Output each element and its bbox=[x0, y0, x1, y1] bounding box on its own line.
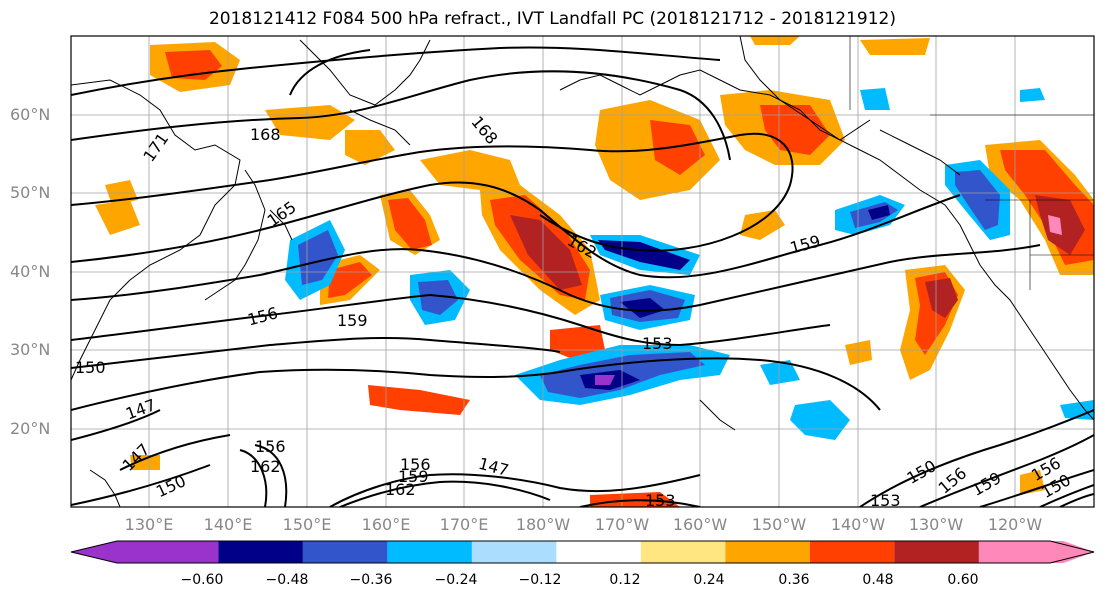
lon-label-130w: 130°W bbox=[908, 515, 964, 534]
contour-label: 156 bbox=[400, 455, 431, 474]
colorbar-tick-label: −0.12 bbox=[518, 572, 562, 588]
colorbar-tick-label: 0.24 bbox=[693, 572, 725, 588]
lon-label-140e: 140°E bbox=[203, 515, 253, 534]
contour-label: 153 bbox=[645, 491, 676, 510]
lon-label-170e: 170°E bbox=[439, 515, 489, 534]
lon-label-160e: 160°E bbox=[361, 515, 411, 534]
lon-label-140w: 140°W bbox=[830, 515, 886, 534]
colorbar-segment bbox=[894, 541, 979, 563]
lon-label-170w: 170°W bbox=[594, 515, 650, 534]
contour-label: 159 bbox=[337, 311, 368, 330]
colorbar-tick-label: 0.48 bbox=[862, 572, 894, 588]
contour-label: 162 bbox=[385, 480, 416, 499]
colorbar-segment bbox=[387, 541, 472, 563]
colorbar-tick-label: 0.36 bbox=[778, 572, 810, 588]
colorbar-tick-label: −0.24 bbox=[434, 572, 478, 588]
colorbar-segment bbox=[978, 541, 1094, 563]
contour-label: 159 bbox=[398, 467, 429, 486]
colorbar-segment bbox=[302, 541, 388, 563]
colorbar-tick-label: −0.36 bbox=[349, 572, 393, 588]
contour-label: 168 bbox=[250, 125, 281, 144]
lon-label-130e: 130°E bbox=[124, 515, 174, 534]
contour-label: 162 bbox=[250, 457, 281, 476]
coastlines bbox=[71, 36, 1094, 507]
lat-label-40n: 40°N bbox=[10, 262, 51, 281]
graticule bbox=[71, 36, 1094, 507]
map-title: 2018121412 F084 500 hPa refract., IVT La… bbox=[208, 9, 896, 29]
lat-label-20n: 20°N bbox=[10, 419, 51, 438]
lon-label-150w: 150°W bbox=[751, 515, 807, 534]
contour-label: 153 bbox=[870, 491, 901, 510]
colorbar-segment bbox=[218, 541, 303, 563]
colorbar-segment bbox=[471, 541, 557, 563]
map-frame bbox=[70, 35, 1095, 508]
colorbar-tick-label: −0.48 bbox=[265, 572, 309, 588]
colorbar-tick-label: −0.60 bbox=[180, 572, 224, 588]
colorbar-segment bbox=[725, 541, 810, 563]
colorbar-outline bbox=[70, 540, 1095, 564]
lon-label-120w: 120°W bbox=[987, 515, 1043, 534]
map-field bbox=[71, 36, 1094, 507]
contour-label: 153 bbox=[642, 334, 673, 353]
colorbar bbox=[70, 540, 1095, 564]
positive-anomaly-areas bbox=[95, 36, 1094, 507]
colorbar-tick-label: 0.60 bbox=[947, 572, 979, 588]
lon-label-160w: 160°W bbox=[672, 515, 728, 534]
height-contours bbox=[71, 46, 1094, 507]
lat-label-30n: 30°N bbox=[10, 340, 51, 359]
contour-label: 156 bbox=[255, 437, 286, 456]
political-boundaries bbox=[849, 36, 1094, 290]
lat-label-60n: 60°N bbox=[10, 105, 51, 124]
lat-label-50n: 50°N bbox=[10, 183, 51, 202]
contour-label: 150 bbox=[75, 358, 106, 377]
colorbar-segment bbox=[556, 541, 641, 563]
lon-label-150e: 150°E bbox=[282, 515, 332, 534]
colorbar-segment bbox=[71, 541, 219, 563]
colorbar-tick-label: 0.12 bbox=[609, 572, 641, 588]
colorbar-segment bbox=[809, 541, 895, 563]
lon-label-180w: 180°W bbox=[515, 515, 571, 534]
colorbar-segment bbox=[640, 541, 726, 563]
contour-label-group: 171 168 168 165 162 159 159 156 153 150 … bbox=[75, 112, 1074, 510]
